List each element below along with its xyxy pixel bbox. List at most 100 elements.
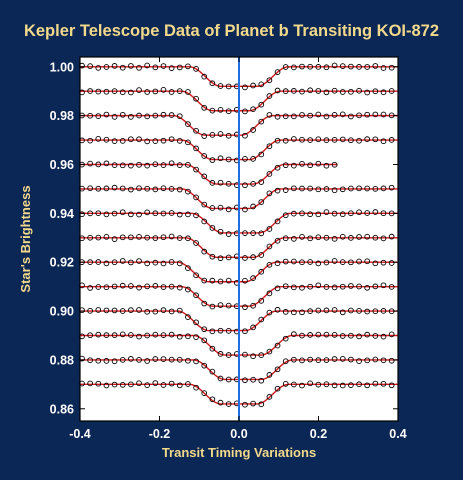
observation-point xyxy=(225,180,232,187)
observation-point xyxy=(331,161,338,168)
observation-point xyxy=(348,283,354,289)
observation-point xyxy=(307,185,314,192)
observation-point xyxy=(388,184,395,191)
observation-point xyxy=(185,235,191,242)
observation-point xyxy=(242,132,248,139)
observation-point xyxy=(201,248,208,255)
observation-point xyxy=(201,104,208,111)
observation-point xyxy=(168,308,175,315)
observation-point xyxy=(250,376,256,383)
observation-point xyxy=(185,89,191,95)
observation-point xyxy=(372,356,379,363)
observation-point xyxy=(144,62,151,69)
observation-point xyxy=(225,401,232,407)
observation-point xyxy=(160,260,167,267)
observation-point xyxy=(168,112,175,118)
observation-point xyxy=(119,185,126,192)
observation-point xyxy=(299,259,305,266)
observation-point xyxy=(111,236,118,242)
observation-point xyxy=(242,277,248,284)
observation-point xyxy=(168,89,175,95)
observation-point xyxy=(95,234,102,241)
observation-point xyxy=(168,160,175,167)
observation-point xyxy=(380,89,387,96)
observation-point xyxy=(201,277,208,284)
observation-point xyxy=(217,375,224,382)
observation-point xyxy=(87,63,93,69)
observation-point xyxy=(250,180,256,187)
observation-point xyxy=(323,284,330,290)
observation-point xyxy=(323,186,330,192)
observation-point xyxy=(152,259,159,266)
observation-point xyxy=(87,357,93,364)
observation-point xyxy=(364,258,371,265)
observation-point xyxy=(299,185,305,192)
observation-point xyxy=(388,137,395,143)
observation-point xyxy=(119,89,126,96)
observation-point xyxy=(193,384,199,391)
observation-point xyxy=(103,111,110,118)
observation-point xyxy=(348,382,354,389)
observation-point xyxy=(388,88,395,94)
observation-point xyxy=(176,162,183,168)
observation-point xyxy=(331,356,338,362)
observation-point xyxy=(168,380,175,387)
observation-point xyxy=(266,290,273,297)
observation-point xyxy=(372,308,379,315)
observation-point xyxy=(291,309,297,316)
observation-point xyxy=(144,332,151,339)
observation-point xyxy=(315,307,322,314)
observation-point xyxy=(282,137,289,144)
observation-point xyxy=(193,95,199,102)
observation-point xyxy=(136,307,142,313)
observation-point xyxy=(282,358,289,365)
observation-point xyxy=(144,113,151,120)
observation-point xyxy=(307,308,314,315)
observation-point xyxy=(274,164,281,171)
observation-point xyxy=(372,111,379,118)
observation-point xyxy=(380,138,387,145)
observation-point xyxy=(299,112,305,118)
observation-point xyxy=(209,303,216,310)
observation-point xyxy=(103,64,110,70)
observation-point xyxy=(119,138,126,144)
observation-point xyxy=(282,64,289,70)
observation-point xyxy=(128,63,134,69)
y-tick-label: 0.98 xyxy=(50,109,74,123)
observation-point xyxy=(136,136,142,143)
observation-point xyxy=(274,366,281,373)
observation-point xyxy=(380,65,387,71)
observation-point xyxy=(111,162,118,168)
observation-point xyxy=(307,332,314,338)
observation-point xyxy=(193,145,199,152)
observation-point xyxy=(307,87,314,94)
observation-point xyxy=(152,235,159,241)
observation-point xyxy=(225,83,232,90)
observation-point xyxy=(250,400,256,407)
observation-point xyxy=(144,260,151,267)
observation-point xyxy=(160,356,167,362)
observation-point xyxy=(193,66,199,72)
observation-point xyxy=(87,88,93,94)
observation-point xyxy=(331,137,338,143)
observation-point xyxy=(193,292,199,299)
y-tick-label: 0.92 xyxy=(50,256,74,270)
observation-point xyxy=(201,362,208,369)
observation-point xyxy=(185,211,191,218)
plot-marks xyxy=(79,57,398,421)
observation-point xyxy=(217,106,224,113)
y-tick-label: 0.94 xyxy=(50,207,74,221)
observation-point xyxy=(176,260,183,267)
observation-point xyxy=(168,356,175,363)
x-tick-label: 0.2 xyxy=(310,427,327,441)
observation-point xyxy=(119,282,126,289)
observation-point xyxy=(356,112,362,119)
observation-point xyxy=(331,62,338,69)
observation-point xyxy=(315,381,322,388)
observation-point xyxy=(323,307,330,314)
observation-point xyxy=(266,112,273,118)
observation-point xyxy=(217,351,224,357)
observation-point xyxy=(258,101,265,108)
observation-point xyxy=(331,284,338,291)
observation-point xyxy=(144,308,151,315)
